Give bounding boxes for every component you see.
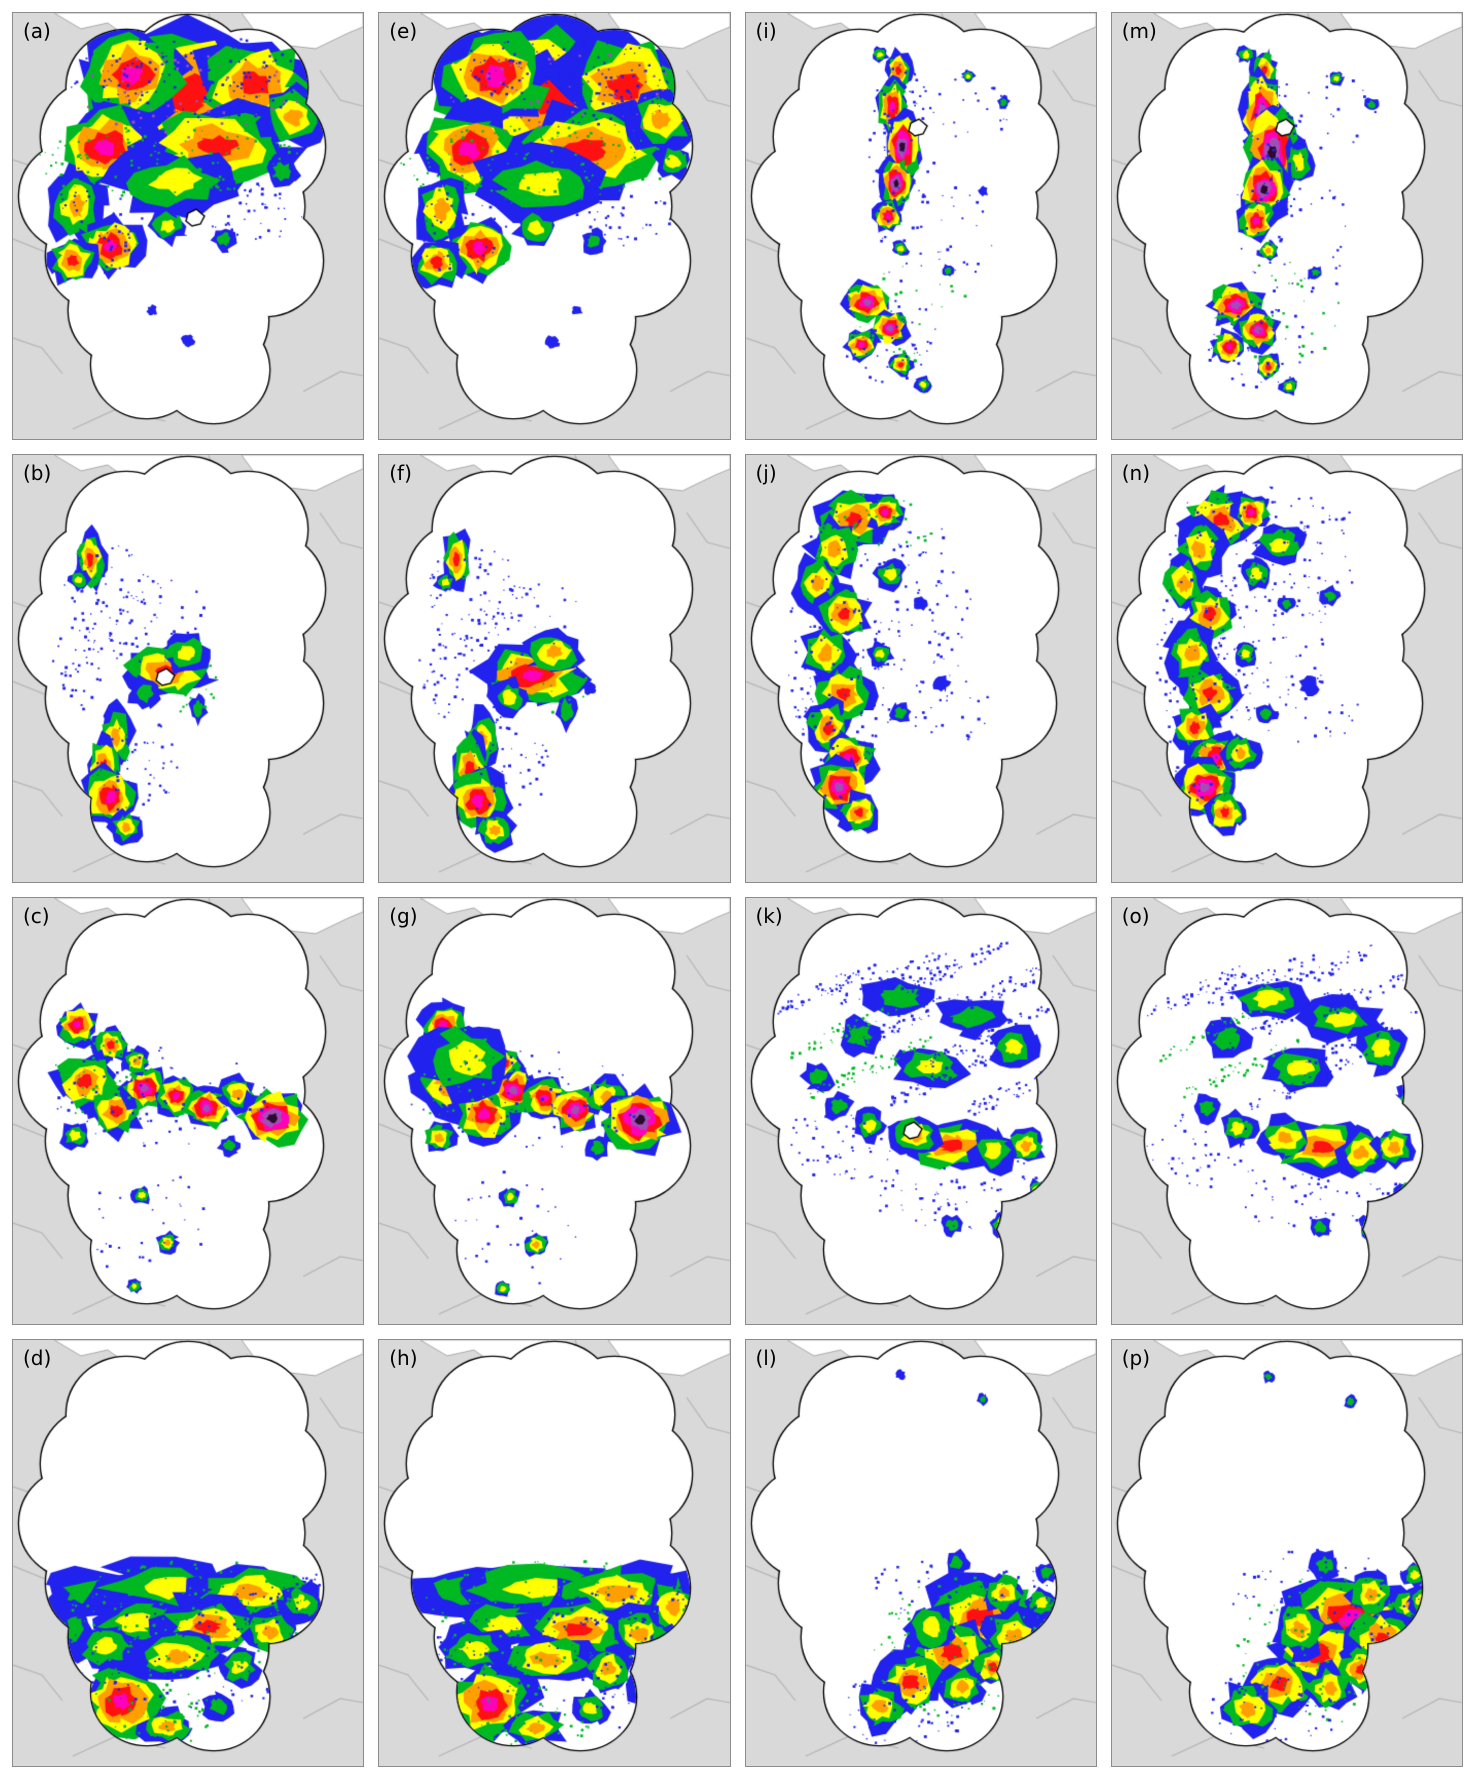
panel-label: (f): [389, 461, 412, 486]
panel-label: (m): [1121, 19, 1157, 43]
panel-label: (d): [23, 1345, 52, 1370]
panel-label: (k): [755, 903, 783, 928]
radar-panel-m: (m): [1110, 12, 1463, 441]
radar-panel-k: (k): [744, 896, 1097, 1325]
radar-panel-o: (o): [1110, 896, 1463, 1325]
radar-map-canvas-c: [13, 897, 364, 1324]
panel-label: (e): [389, 19, 418, 43]
radar-panel-c: (c): [12, 896, 365, 1325]
radar-map-canvas-j: [745, 455, 1096, 882]
radar-panel-h: (h): [378, 1338, 731, 1767]
panel-label: (j): [755, 461, 777, 486]
panel-label: (a): [23, 19, 51, 43]
radar-panel-g: (g): [378, 896, 731, 1325]
radar-map-canvas-h: [379, 1339, 730, 1766]
radar-panel-j: (j): [744, 454, 1097, 883]
radar-map-canvas-g: [379, 897, 730, 1324]
panel-label: (i): [755, 19, 777, 43]
radar-map-canvas-l: [745, 1339, 1096, 1766]
radar-map-canvas-i: [745, 13, 1096, 440]
panel-label: (l): [755, 1345, 777, 1370]
radar-panel-f: (f): [378, 454, 731, 883]
radar-map-canvas-k: [745, 897, 1096, 1324]
radar-map-canvas-n: [1111, 455, 1462, 882]
radar-panel-a: (a): [12, 12, 365, 441]
panel-label: (h): [389, 1345, 418, 1370]
radar-map-canvas-a: [13, 13, 364, 440]
panel-label: (p): [1121, 1345, 1151, 1370]
radar-panel-b: (b): [12, 454, 365, 883]
radar-panel-n: (n): [1110, 454, 1463, 883]
panel-label: (n): [1121, 461, 1151, 486]
radar-panel-l: (l): [744, 1338, 1097, 1767]
radar-panel-e: (e): [378, 12, 731, 441]
radar-panel-d: (d): [12, 1338, 365, 1767]
radar-map-canvas-o: [1111, 897, 1462, 1324]
radar-map-canvas-p: [1111, 1339, 1462, 1766]
radar-map-canvas-m: [1111, 13, 1462, 440]
radar-map-canvas-f: [379, 455, 730, 882]
radar-map-canvas-b: [13, 455, 364, 882]
radar-panel-i: (i): [744, 12, 1097, 441]
radar-map-canvas-d: [13, 1339, 364, 1766]
panel-label: (o): [1121, 903, 1150, 928]
panel-label: (c): [23, 903, 50, 928]
panel-label: (g): [389, 903, 418, 928]
panel-label: (b): [23, 461, 52, 486]
radar-panel-p: (p): [1110, 1338, 1463, 1767]
radar-map-canvas-e: [379, 13, 730, 440]
